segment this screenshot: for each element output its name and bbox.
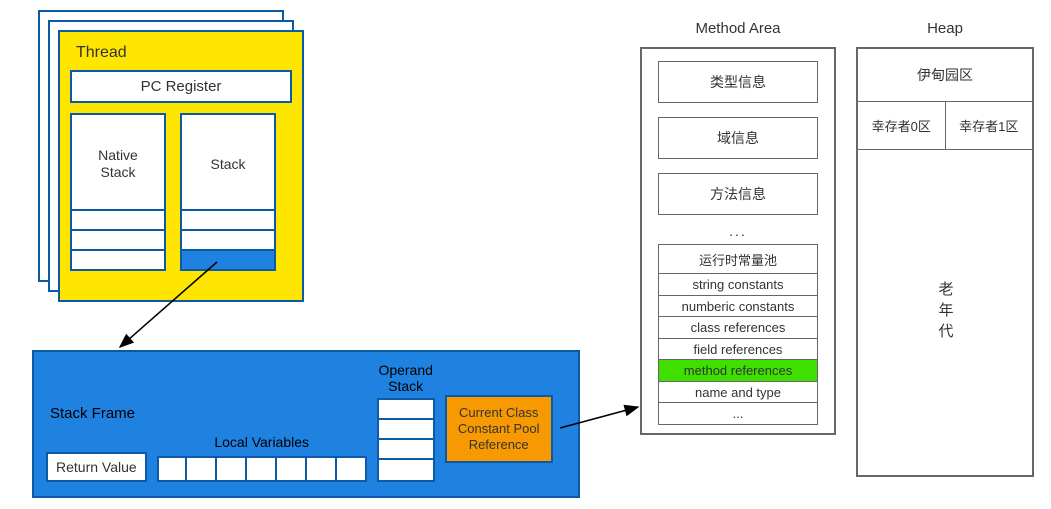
current-class-constant-pool-reference: Current Class Constant Pool Reference <box>445 395 553 464</box>
operand-stack-slot <box>379 460 433 480</box>
local-variable-cell <box>247 456 277 482</box>
method-area-title: Method Area <box>640 20 836 37</box>
method-area-dots: ... <box>729 223 747 239</box>
local-variable-cell <box>337 456 367 482</box>
native-stack-slot <box>72 209 164 229</box>
native-slots <box>72 209 164 269</box>
vm-stack: Stack <box>180 113 276 271</box>
operand-stack-cells <box>377 398 435 482</box>
operand-stack-slot <box>379 400 433 420</box>
local-variable-cell <box>307 456 337 482</box>
local-variables: Local Variables <box>157 434 367 482</box>
operand-stack-slot <box>379 440 433 460</box>
operand-stack-slot <box>379 420 433 440</box>
runtime-constant-pool-item: method references <box>658 359 818 382</box>
native-stack-slot <box>72 229 164 249</box>
method-area-box: 类型信息 <box>658 61 818 103</box>
method-area-box: 方法信息 <box>658 173 818 215</box>
operand-stack-label: OperandStack <box>378 362 432 394</box>
local-variable-cell <box>157 456 187 482</box>
vm-stack-slot <box>182 209 274 229</box>
native-stack: NativeStack <box>70 113 166 271</box>
local-variable-cell <box>187 456 217 482</box>
heap-title: Heap <box>856 20 1034 37</box>
local-variables-label: Local Variables <box>214 434 309 450</box>
heap: 伊甸园区 幸存者0区 幸存者1区 老年代 <box>856 47 1034 477</box>
heap-eden: 伊甸园区 <box>858 49 1032 102</box>
vm-stack-slot <box>182 229 274 249</box>
runtime-constant-pool-item: field references <box>658 338 818 361</box>
native-stack-label: NativeStack <box>72 115 164 209</box>
vm-stack-label: Stack <box>182 115 274 209</box>
heap-survivor-1: 幸存者1区 <box>945 102 1033 149</box>
runtime-constant-pool-title: 运行时常量池 <box>658 244 818 275</box>
runtime-constant-pool-item: numberic constants <box>658 295 818 318</box>
thread-title: Thread <box>76 44 292 62</box>
pc-register: PC Register <box>70 70 292 103</box>
thread-stacks-row: NativeStack Stack <box>70 113 292 271</box>
stack-frame-panel: Stack Frame Return Value Local Variables… <box>32 350 580 498</box>
vm-slots <box>182 209 274 269</box>
local-variable-cell <box>277 456 307 482</box>
runtime-constant-pool-item: class references <box>658 316 818 339</box>
local-variable-cell <box>217 456 247 482</box>
local-variables-cells <box>157 456 367 482</box>
method-area-box: 域信息 <box>658 117 818 159</box>
heap-survivor-row: 幸存者0区 幸存者1区 <box>858 102 1032 150</box>
heap-old-gen: 老年代 <box>858 150 1032 475</box>
method-area: 类型信息域信息方法信息... 运行时常量池string constantsnumb… <box>640 47 836 435</box>
native-stack-slot <box>72 249 164 269</box>
runtime-constant-pool-item: name and type <box>658 381 818 404</box>
runtime-constant-pool-item: ... <box>658 402 818 425</box>
heap-survivor-0: 幸存者0区 <box>858 102 945 149</box>
return-value: Return Value <box>46 452 147 482</box>
vm-stack-slot <box>182 249 274 269</box>
operand-stack: OperandStack <box>377 362 435 482</box>
thread-panel: Thread PC Register NativeStack Stack <box>58 30 304 302</box>
stack-frame-title: Stack Frame <box>50 405 147 422</box>
runtime-constant-pool-item: string constants <box>658 273 818 296</box>
